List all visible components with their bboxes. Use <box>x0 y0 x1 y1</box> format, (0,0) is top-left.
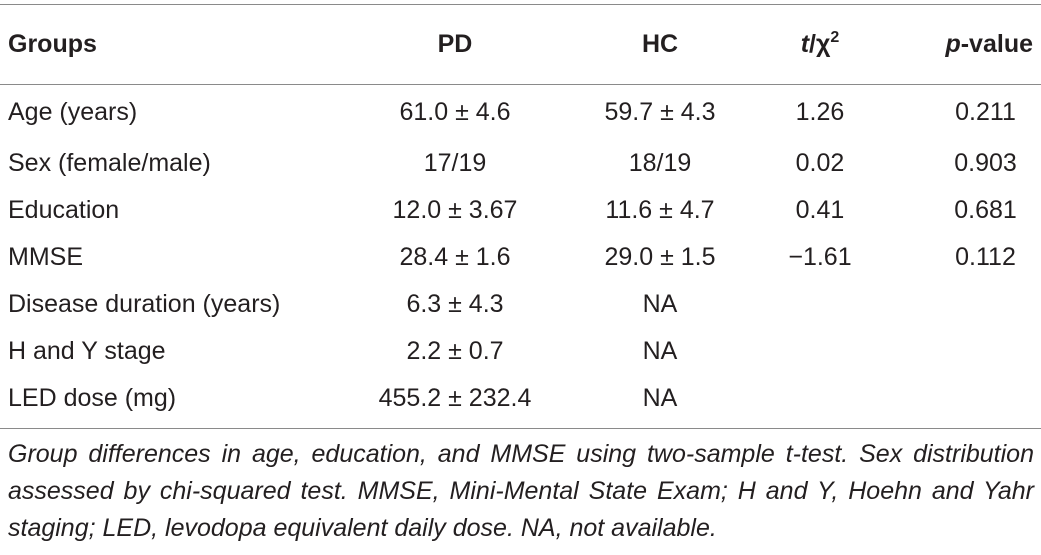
cell-pd: 61.0 ± 4.6 <box>399 97 511 126</box>
cell-hc: NA <box>642 337 678 365</box>
cell-pd: 6.3 ± 4.3 <box>406 290 504 318</box>
cell-statistic: −1.61 <box>788 243 852 271</box>
table-row: Education 12.0 ± 3.67 11.6 ± 4.7 0.41 0.… <box>0 187 1041 234</box>
table-bottom-rule <box>0 428 1041 429</box>
table-body: Age (years) 61.0 ± 4.6 59.7 ± 4.3 1.26 0… <box>0 84 1041 422</box>
cell-statistic <box>750 328 890 375</box>
cell-statistic <box>750 375 890 422</box>
header-p-symbol: p <box>945 29 961 58</box>
cell-hc: 11.6 ± 4.7 <box>605 196 715 224</box>
table-footnote: Group differences in age, education, and… <box>8 440 1034 542</box>
table-header-rule <box>0 84 1041 85</box>
cell-p-value: 0.211 <box>955 97 1016 126</box>
table-top-rule <box>0 4 1041 5</box>
cell-p-value <box>890 281 1041 328</box>
header-p-suffix: -value <box>960 29 1033 58</box>
cell-pd: 455.2 ± 232.4 <box>378 384 532 412</box>
row-label: Education <box>8 196 120 224</box>
row-label: Sex (female/male) <box>8 149 211 177</box>
header-chi-symbol: /χ <box>809 29 831 58</box>
cell-pd: 28.4 ± 1.6 <box>399 243 511 271</box>
row-label: LED dose (mg) <box>8 384 177 412</box>
table-row: Disease duration (years) 6.3 ± 4.3 NA <box>0 281 1041 328</box>
cell-p-value: 0.903 <box>954 149 1017 177</box>
header-row: Groups PD HC t/χ2 p-value <box>0 4 1041 84</box>
header-test-statistic: t/χ2 <box>750 4 890 84</box>
cell-hc: NA <box>642 384 678 412</box>
cell-p-value <box>890 375 1041 422</box>
header-groups: Groups <box>8 29 97 58</box>
row-label: MMSE <box>8 243 83 271</box>
table-header: Groups PD HC t/χ2 p-value <box>0 4 1041 84</box>
cell-p-value: 0.112 <box>955 243 1016 271</box>
cell-statistic <box>750 281 890 328</box>
header-pd: PD <box>437 29 473 58</box>
row-label: Disease duration (years) <box>8 290 281 318</box>
cell-hc: NA <box>642 290 678 318</box>
header-chi-superscript: 2 <box>830 28 840 46</box>
table-row: H and Y stage 2.2 ± 0.7 NA <box>0 328 1041 375</box>
header-hc: HC <box>641 29 679 58</box>
cell-p-value <box>890 328 1041 375</box>
cell-statistic: 1.26 <box>795 97 845 126</box>
table-row: Age (years) 61.0 ± 4.6 59.7 ± 4.3 1.26 0… <box>0 84 1041 140</box>
row-label: H and Y stage <box>8 337 166 365</box>
demographics-table: Groups PD HC t/χ2 p-value Age (years) 61… <box>0 4 1041 422</box>
table-row: MMSE 28.4 ± 1.6 29.0 ± 1.5 −1.61 0.112 <box>0 234 1041 281</box>
cell-statistic: 0.02 <box>795 149 845 177</box>
cell-hc: 29.0 ± 1.5 <box>604 243 716 271</box>
table-row: LED dose (mg) 455.2 ± 232.4 NA <box>0 375 1041 422</box>
cell-hc: 59.7 ± 4.3 <box>604 97 716 126</box>
header-p-value: p-value <box>890 4 1041 84</box>
cell-pd: 2.2 ± 0.7 <box>406 337 504 365</box>
cell-hc: 18/19 <box>628 149 692 177</box>
cell-pd: 17/19 <box>423 149 487 177</box>
cell-statistic: 0.41 <box>795 196 845 224</box>
header-t-symbol: t <box>800 29 810 58</box>
cell-p-value: 0.681 <box>954 196 1017 224</box>
cell-pd: 12.0 ± 3.67 <box>392 196 518 224</box>
table-row: Sex (female/male) 17/19 18/19 0.02 0.903 <box>0 140 1041 187</box>
row-label: Age (years) <box>8 97 138 126</box>
